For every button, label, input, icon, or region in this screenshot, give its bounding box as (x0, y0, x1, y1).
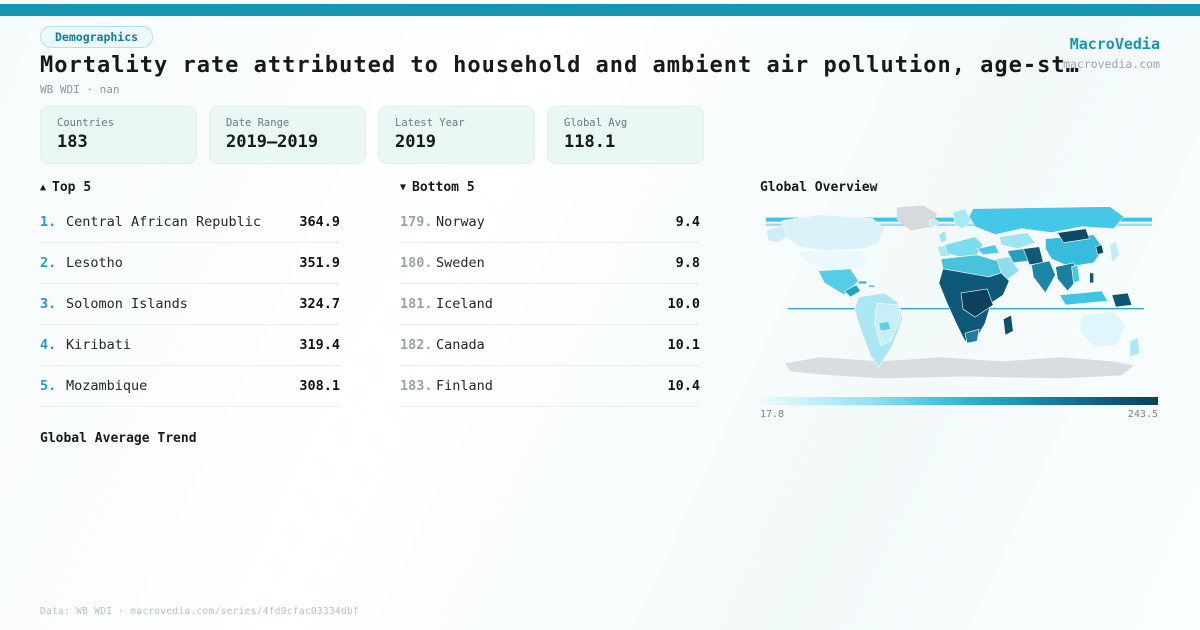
list-item: 5. Mozambique 308.1 (40, 366, 340, 407)
list-item: 182. Canada 10.1 (400, 325, 700, 366)
rank-number: 2. (40, 255, 57, 271)
rank-number: 179. (400, 214, 433, 230)
country-name: Norway (436, 214, 485, 230)
category-badge: Demographics (40, 26, 154, 48)
stat-label: Countries (57, 117, 114, 129)
rank-number: 1. (40, 214, 57, 230)
bottom5-list: ▼ Bottom 5 179. Norway 9.4 180. Sweden 9.8 18… (400, 180, 700, 407)
metric-value: 9.8 (675, 255, 700, 271)
rank-number: 4. (40, 337, 57, 353)
brand-name: MacroVedia (1069, 35, 1160, 53)
list-item: 183. Finland 10.4 (400, 366, 700, 407)
list-item: 4. Kiribati 319.4 (40, 325, 340, 366)
country-name: Lesotho (66, 255, 123, 271)
map-region-europe (928, 208, 984, 258)
country-name: Mozambique (66, 378, 148, 394)
metric-value: 364.9 (299, 214, 340, 230)
stat-card-date-range: Date Range 2019–2019 (209, 106, 366, 164)
list-item: 3. Solomon Islands 324.7 (40, 284, 340, 325)
map-region-asia (968, 206, 1133, 308)
stat-value: 183 (57, 132, 88, 152)
rank-number: 181. (400, 296, 433, 312)
list-item: 179. Norway 9.4 (400, 202, 700, 243)
metric-value: 9.4 (675, 214, 700, 230)
metric-value: 324.7 (299, 296, 340, 312)
list-item: 180. Sweden 9.8 (400, 243, 700, 284)
color-scale-bar (760, 397, 1158, 405)
map-title: Global Overview (760, 180, 878, 195)
metric-value: 351.9 (299, 255, 340, 271)
list-item: 1. Central African Republic 364.9 (40, 202, 340, 243)
brand-domain: macrovedia.com (1063, 56, 1160, 71)
scale-min-label: 17.8 (760, 409, 785, 420)
stat-label: Global Avg (564, 117, 628, 129)
map-region-oceania (1079, 310, 1141, 358)
stat-label: Latest Year (395, 117, 465, 129)
metric-value: 308.1 (299, 378, 340, 394)
metric-value: 10.4 (667, 378, 700, 394)
list-item: 181. Iceland 10.0 (400, 284, 700, 325)
triangle-down-icon: ▼ (400, 182, 407, 193)
metric-value: 10.0 (667, 296, 700, 312)
color-scale-labels: 17.8 243.5 (760, 409, 1158, 420)
page-title: Mortality rate attributed to household a… (40, 53, 1080, 78)
stat-value: 2019–2019 (226, 132, 319, 152)
footer-attribution: Data: WB WDI · macrovedia.com/series/4fd… (40, 606, 360, 617)
country-name: Iceland (436, 296, 493, 312)
country-name: Kiribati (66, 337, 132, 353)
page-subtitle: WB WDI · nan (40, 83, 120, 96)
triangle-up-icon: ▲ (40, 182, 47, 193)
bottom5-header: ▼ Bottom 5 (400, 180, 700, 202)
stat-label: Date Range (226, 117, 290, 129)
rank-number: 183. (400, 378, 433, 394)
map-region-africa (938, 254, 1014, 344)
list-item: 2. Lesotho 351.9 (40, 243, 340, 284)
rank-number: 182. (400, 337, 433, 353)
stat-card-global-avg: Global Avg 118.1 (547, 106, 704, 164)
country-name: Finland (436, 378, 493, 394)
top5-list: ▲ Top 5 1. Central African Republic 364.9 2… (40, 180, 340, 407)
metric-value: 10.1 (667, 337, 700, 353)
country-name: Canada (436, 337, 485, 353)
brand-block: MacroVedia macrovedia.com (1063, 34, 1160, 72)
stat-value: 118.1 (564, 132, 616, 152)
map-region-greenland (896, 205, 937, 231)
country-name: Solomon Islands (66, 296, 188, 312)
stat-card-countries: Countries 183 (40, 106, 197, 164)
map-region-north-america (765, 214, 885, 298)
world-choropleth-map (765, 205, 1152, 379)
global-overview-section: Global Overview (760, 180, 1158, 420)
rank-number: 3. (40, 296, 57, 312)
accent-top-bar (0, 4, 1200, 16)
stat-card-latest-year: Latest Year 2019 (378, 106, 535, 164)
bottom5-header-label: Bottom 5 (412, 180, 475, 195)
map-region-antarctica (785, 357, 1134, 379)
top5-header: ▲ Top 5 (40, 180, 340, 202)
metric-value: 319.4 (299, 337, 340, 353)
stat-cards: Countries 183 Date Range 2019–2019 Lates… (40, 106, 704, 164)
country-name: Central African Republic (66, 214, 262, 230)
trend-section-title: Global Average Trend (40, 431, 197, 446)
top5-header-label: Top 5 (52, 180, 92, 195)
map-region-south-america (854, 292, 904, 368)
scale-max-label: 243.5 (1127, 409, 1158, 420)
rank-number: 5. (40, 378, 57, 394)
stat-value: 2019 (395, 132, 436, 152)
country-name: Sweden (436, 255, 485, 271)
rank-number: 180. (400, 255, 433, 271)
